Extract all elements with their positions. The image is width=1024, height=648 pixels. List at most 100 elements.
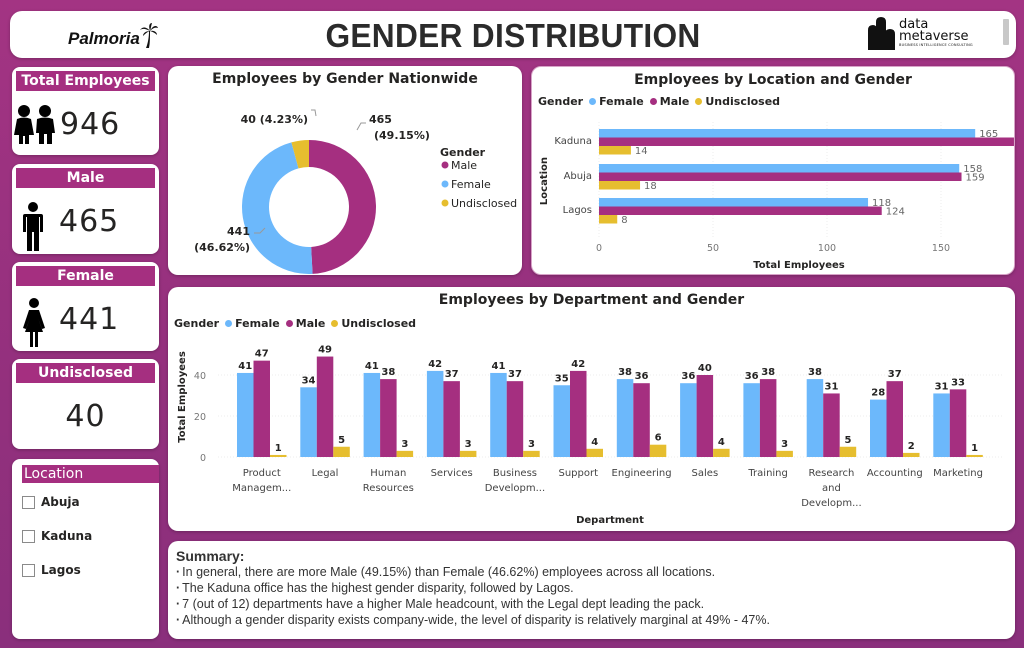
location-gender-chart: Employees by Location and Gender Gender … [531,66,1015,275]
y-tick-label: 0 [200,453,206,464]
bar-lagos-female[interactable] [599,198,869,207]
data-label: 41 [238,361,252,372]
bar-2-female[interactable] [363,372,381,457]
data-label: 1 [275,443,282,454]
data-label: 38 [761,367,775,378]
bar-7-female[interactable] [680,383,697,457]
data-label: 35 [555,373,569,384]
bar-1-undisclosed[interactable] [333,446,350,457]
data-label: 34 [302,375,316,386]
kpi-card-undisclosed: Undisclosed 40 [12,359,159,449]
slicer-item-lagos[interactable]: Lagos [22,563,81,577]
legend-item-male[interactable]: Male [659,95,690,108]
bar-abuja-female[interactable] [599,164,960,173]
checkbox[interactable] [22,495,35,509]
slicer-item-kaduna[interactable]: Kaduna [22,529,92,543]
bar-2-male[interactable] [380,379,397,457]
bar-5-female[interactable] [553,385,571,457]
legend-item-male[interactable]: Male [451,159,477,172]
bar-abuja-male[interactable] [599,172,962,182]
legend-item-female[interactable]: Female [235,317,280,330]
legend-item-female[interactable]: Female [599,95,644,108]
couple-icon [14,105,55,144]
bar-11-undisclosed[interactable] [966,454,983,457]
legend-item-undisclosed[interactable]: Undisclosed [705,95,781,108]
data-label-female-percent: (46.62%) [194,241,250,254]
legend-dot-male [285,320,293,327]
bar-10-undisclosed[interactable] [903,452,920,457]
bar-3-undisclosed[interactable] [459,450,477,457]
bar-lagos-male[interactable] [599,206,882,216]
bar-1-female[interactable] [300,387,317,457]
bar-9-male[interactable] [823,393,840,457]
palm-tree-icon [139,23,158,48]
bar-9-female[interactable] [806,379,824,457]
bar-5-male[interactable] [570,370,587,457]
bar-lagos-undisclosed[interactable] [599,215,618,224]
legend-title: Gender [174,317,220,330]
bar-2-undisclosed[interactable] [396,450,414,457]
scrollbar[interactable] [1003,19,1009,45]
x-category-label: Services [431,468,473,479]
bar-10-male[interactable] [886,381,904,457]
bar-8-undisclosed[interactable] [776,450,793,457]
bar-6-undisclosed[interactable] [649,444,667,457]
x-axis-title: Department [576,515,644,526]
header-bar: Palmoria GENDER DISTRIBUTION data metave… [10,11,1016,58]
bar-10-female[interactable] [870,399,887,457]
legend-item-undisclosed[interactable]: Undisclosed [341,317,417,330]
department-gender-chart: Employees by Department and Gender Gende… [168,287,1015,531]
x-tick-label: 0 [596,243,602,254]
bar-0-female[interactable] [237,372,254,457]
donut-slice-male[interactable] [309,140,376,274]
bar-5-undisclosed[interactable] [586,448,604,457]
palmoria-logo-text: Palmoria [68,29,140,48]
y-category-label: Abuja [564,171,592,182]
bar-3-male[interactable] [443,381,460,457]
bar-8-male[interactable] [759,379,777,457]
bar-11-female[interactable] [933,393,950,457]
x-category-label: Support [558,468,598,479]
bar-4-female[interactable] [490,372,507,457]
bar-6-female[interactable] [616,379,634,457]
donut-slice-undisclosed[interactable] [291,140,309,169]
data-label: 18 [644,181,657,192]
data-label: 8 [621,215,627,226]
bar-8-female[interactable] [743,383,760,457]
bar-kaduna-undisclosed[interactable] [599,146,631,155]
legend-item-male[interactable]: Male [295,317,326,330]
bar-kaduna-male[interactable] [599,137,1014,147]
data-label: 38 [618,367,632,378]
bar-4-male[interactable] [506,381,524,457]
x-category-label: Product Managem... [232,468,291,494]
legend-item-female[interactable]: Female [451,178,491,191]
chart-legend: Gender Female Male Undisclosed [174,317,416,330]
kpi-value: 946 [60,107,121,142]
bar-0-undisclosed[interactable] [270,454,287,457]
bar-7-male[interactable] [696,375,714,457]
data-label: 4 [718,437,725,448]
bar-7-undisclosed[interactable] [713,448,730,457]
x-category-label: Marketing [933,468,983,479]
checkbox[interactable] [22,563,35,577]
donut-slice-female[interactable] [242,142,313,274]
bar-1-male[interactable] [316,356,334,457]
bar-9-undisclosed[interactable] [839,446,857,457]
data-label: 38 [808,367,822,378]
bar-abuja-undisclosed[interactable] [599,181,641,190]
bar-kaduna-female[interactable] [599,129,976,138]
data-metaverse-logo: data metaverse BUSINESS INTELLIGENCE CON… [866,16,973,50]
data-label-female-value: 441 [227,225,250,238]
data-label: 3 [781,439,788,450]
bar-6-male[interactable] [633,383,650,457]
bar-3-female[interactable] [426,370,444,457]
bar-11-male[interactable] [949,389,967,457]
bar-4-undisclosed[interactable] [523,450,540,457]
data-label: 2 [908,441,915,452]
slicer-item-abuja[interactable]: Abuja [22,495,80,509]
bar-0-male[interactable] [253,360,271,457]
checkbox[interactable] [22,529,35,543]
male-person-icon [23,202,43,251]
legend-item-undisclosed[interactable]: Undisclosed [451,197,517,210]
